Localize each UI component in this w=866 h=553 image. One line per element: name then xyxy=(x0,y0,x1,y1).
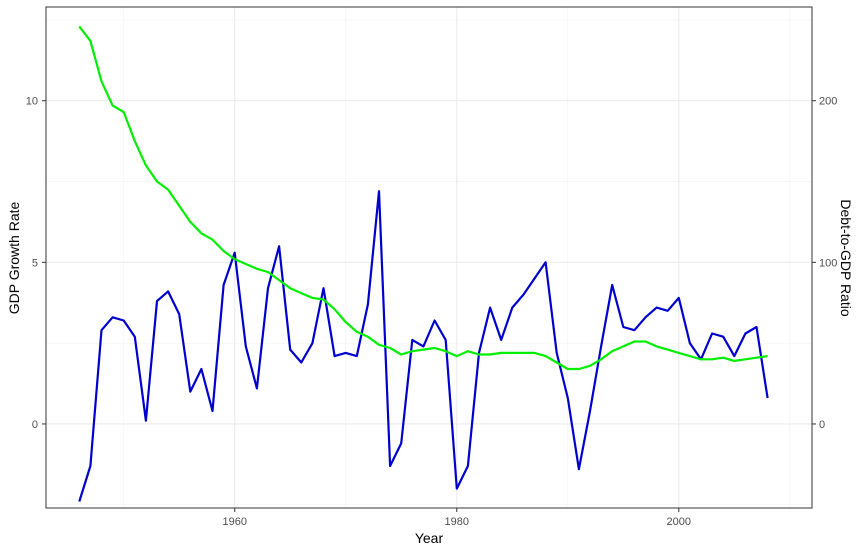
y2-tick-label: 200 xyxy=(819,96,837,108)
y2-tick-label: 0 xyxy=(819,419,825,431)
series-line-gdp-growth xyxy=(78,190,769,502)
x-tick-label: 2000 xyxy=(667,516,691,528)
ticks-layer xyxy=(42,100,816,512)
panel-border xyxy=(45,6,813,509)
y-tick-label: 5 xyxy=(32,257,38,269)
x-tick-label: 1960 xyxy=(222,516,246,528)
x-axis-title: Year xyxy=(415,530,444,546)
y2-axis-title: Debt-to-GDP Ratio xyxy=(838,199,854,316)
grid-minor xyxy=(46,7,812,508)
x-tick-label: 1980 xyxy=(445,516,469,528)
y2-tick-label: 100 xyxy=(819,257,837,269)
panel-background xyxy=(46,7,812,508)
series-layer xyxy=(78,25,769,502)
y-axis-title: GDP Growth Rate xyxy=(6,202,22,315)
y-tick-label: 10 xyxy=(26,96,38,108)
y-tick-label: 0 xyxy=(32,419,38,431)
series-line-debt-to-gdp xyxy=(78,25,768,371)
